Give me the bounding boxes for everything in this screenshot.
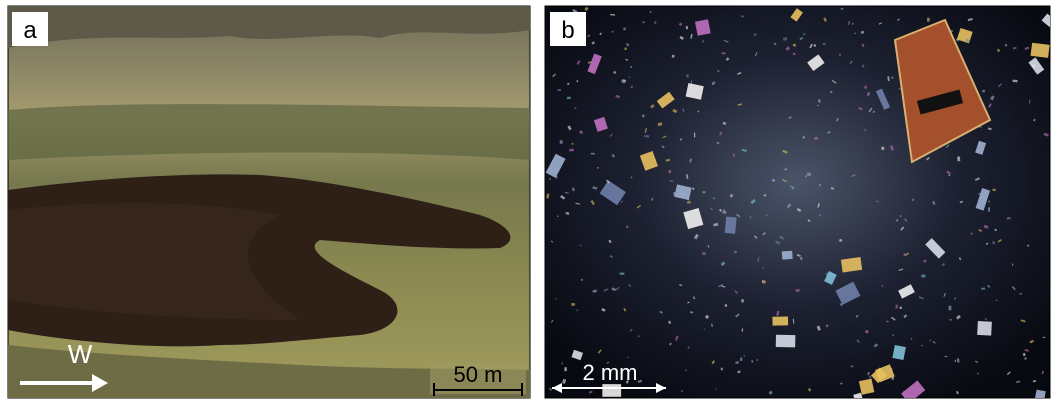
crystal [896,220,898,222]
crystal [567,97,571,99]
crystal [772,316,788,325]
crystal [627,357,628,358]
crystal [921,274,925,277]
crystal [695,19,711,36]
crystal [864,86,867,89]
crystal [575,107,577,109]
crystal [576,80,578,82]
crystal [911,338,912,339]
crystal [1012,264,1013,266]
crystal [741,15,744,17]
crystal [981,288,985,290]
crystal [805,175,807,177]
crystal [949,306,952,310]
crystal [725,217,737,234]
crystal [713,197,715,199]
micrograph [545,6,1050,398]
crystal [742,328,743,331]
plain [8,104,530,160]
crystal [751,360,753,362]
crystal [674,192,675,195]
crystal [685,370,687,371]
crystal [881,147,884,150]
crystal [572,188,574,192]
crystal [741,299,743,302]
crystal [823,43,826,44]
panel-label: b [561,17,574,44]
panel-a: a W 50 m [8,6,530,398]
crystal [776,335,796,348]
crystal [1013,80,1018,83]
crystal [730,194,733,197]
panel-b: b 2 mm [545,6,1055,401]
crystal [687,201,691,204]
crystal [945,356,948,357]
crystal [807,173,811,177]
crystal [841,257,862,272]
crystal [560,140,563,144]
crystal [754,33,757,35]
crystal [819,184,820,186]
direction: W [68,339,93,369]
crystal [988,207,990,211]
crystal [564,367,567,371]
crystal [703,191,706,193]
crystal [892,377,894,380]
crystal [1019,293,1022,295]
crystal [562,362,563,365]
crystal [717,142,720,144]
crystal [591,153,595,155]
crystal [992,241,995,244]
crystal [996,300,997,301]
crystal [793,44,796,47]
crystal [672,55,675,58]
crystal [817,105,819,106]
crystal [567,83,569,85]
crystal [620,272,625,274]
crystal [921,345,923,346]
crystal [571,303,575,306]
crystal [602,384,621,397]
crystal [624,47,627,50]
crystal [977,321,992,336]
crystal [642,22,645,23]
crystal [886,321,888,322]
crystal [764,195,767,197]
crystal [896,305,898,309]
crystal [800,257,802,260]
crystal [725,304,727,306]
scale-label: 50 m [454,362,503,387]
panel-label: a [23,17,37,44]
crystal [796,289,800,292]
crystal [819,214,821,216]
crystal [638,336,639,338]
figure: a W 50 m b 2 mm [0,0,1057,401]
crystal [1031,43,1050,58]
crystal [989,201,990,203]
crystal [803,136,805,138]
crystal [852,23,854,24]
crystal [982,90,985,93]
crystal [927,18,930,22]
crystal [686,26,688,29]
crystal [623,27,626,29]
crystal [949,319,952,321]
crystal [839,54,841,55]
crystal [766,215,767,216]
crystal [793,53,795,55]
crystal [890,368,892,372]
crystal [722,52,726,54]
scale-label: 2 mm [583,360,638,385]
crystal [694,132,695,137]
crystal [571,143,573,145]
crystal [893,335,894,336]
crystal [569,149,574,152]
crystal [862,65,864,68]
crystal [565,192,569,194]
crystal [782,251,793,260]
crystal [721,368,723,371]
